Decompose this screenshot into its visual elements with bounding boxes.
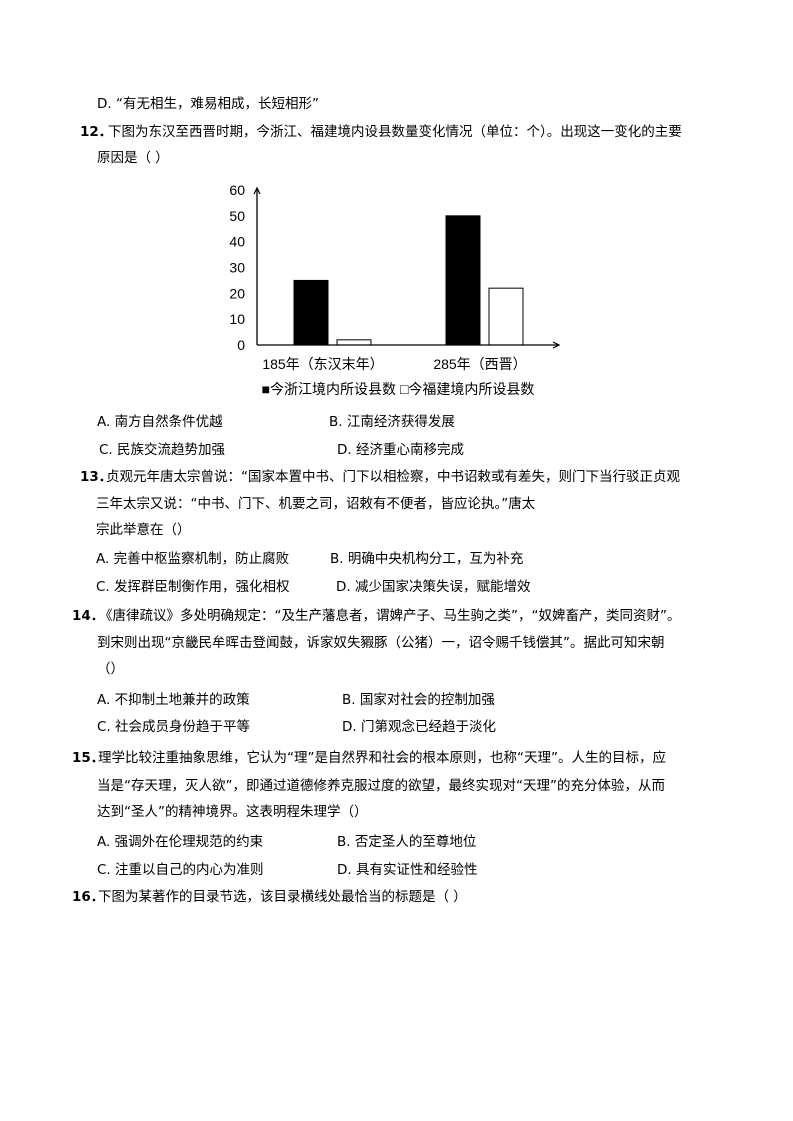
y-tick-label: 0: [237, 337, 245, 353]
q13-stem-line3: 宗此举意在（）: [96, 522, 191, 538]
q11-option-d: D. “有无相生，难易相成，长短相形”: [97, 96, 319, 112]
q15-stem-line1: 理学比较注重抽象思维，它认为“理”是自然界和社会的根本原则，也称“天理”。人生的…: [98, 750, 666, 766]
y-tick-label: 30: [229, 260, 245, 276]
q15-option-a: A. 强调外在伦理规范的约束: [97, 834, 264, 850]
q12-option-c: C. 民族交流趋势加强: [99, 442, 226, 458]
y-tick-label: 40: [229, 234, 245, 250]
y-tick-label: 10: [229, 311, 245, 327]
q15-option-d: D. 具有实证性和经验性: [337, 862, 478, 878]
q13-stem-line2: 三年太宗又说：“中书、门下、机要之司，诏敕有不便者，皆应论执。”唐太: [96, 496, 536, 512]
y-tick-label: 60: [229, 182, 245, 198]
q15-option-c: C. 注重以自己的内心为准则: [97, 862, 264, 878]
q13-stem-line1: 贞观元年唐太宗曾说：“国家本置中书、门下以相检察，中书诏敕或有差失，则门下当行驳…: [106, 469, 680, 485]
bar-series2-cat2: [488, 287, 524, 346]
q15-number: 15．: [72, 750, 105, 766]
category-label-285: 285年（西晋）: [433, 356, 526, 372]
q16-number: 16．: [72, 889, 105, 905]
q14-stem-line2: 到宋则出现“京畿民牟晖击登闻鼓，诉家奴失豭豚（公猪）一，诏令赐千钱偿其”。据此可…: [97, 635, 665, 651]
q14-number: 14．: [72, 608, 105, 624]
q15-stem-line3: 达到“圣人”的精神境界。这表明程朱理学（）: [97, 804, 368, 820]
q12-stem-line2: 原因是（ ）: [97, 150, 169, 166]
q13-option-a: A. 完善中枢监察机制，防止腐败: [96, 551, 290, 567]
bar-series2-cat1: [336, 339, 372, 346]
bar-series1-cat2: [445, 215, 481, 346]
q13-option-d: D. 减少国家决策失误，赋能增效: [336, 579, 531, 595]
x-axis-arrow: [552, 341, 561, 349]
q12-option-b: B. 江南经济获得发展: [329, 414, 455, 430]
y-tick-label: 20: [229, 285, 245, 301]
bar-series1-cat1: [293, 279, 329, 346]
q14-option-a: A. 不抑制土地兼并的政策: [97, 692, 250, 708]
q12-stem-line1: 下图为东汉至西晋时期，今浙江、福建境内设县数量变化情况（单位：个）。出现这一变化…: [108, 124, 682, 140]
q13-option-b: B. 明确中央机构分工，互为补充: [330, 551, 524, 567]
q15-option-b: B. 否定圣人的至尊地位: [337, 834, 477, 850]
q16-stem-line1: 下图为某著作的目录节选，该目录横线处最恰当的标题是（ ）: [98, 889, 467, 905]
q14-stem-line1: 《唐律疏议》多处明确规定：“及生产藩息者，谓婢产子、马生驹之类”，“奴婢畜产，类…: [99, 608, 681, 624]
chart-legend: ■今浙江境内所设县数 □今福建境内所设县数: [262, 381, 535, 397]
q12-option-d: D. 经济重心南移完成: [337, 442, 464, 458]
q12-option-a: A. 南方自然条件优越: [97, 414, 223, 430]
q13-number: 13．: [80, 469, 113, 485]
q13-option-c: C. 发挥群臣制衡作用，强化相权: [96, 579, 290, 595]
category-label-185: 185年（东汉末年）: [262, 356, 383, 372]
q15-stem-line2: 当是“存天理，灭人欲”，即通过道德修养克服过度的欲望，最终实现对“天理”的充分体…: [97, 778, 665, 794]
q14-option-d: D. 门第观念已经趋于淡化: [342, 719, 496, 735]
q14-stem-line3: （）: [97, 661, 124, 677]
y-axis-arrow: [253, 186, 261, 195]
q14-option-b: B. 国家对社会的控制加强: [342, 692, 495, 708]
q12-number: 12．: [80, 124, 113, 140]
y-tick-label: 50: [229, 208, 245, 224]
q14-option-c: C. 社会成员身份趋于平等: [97, 719, 251, 735]
